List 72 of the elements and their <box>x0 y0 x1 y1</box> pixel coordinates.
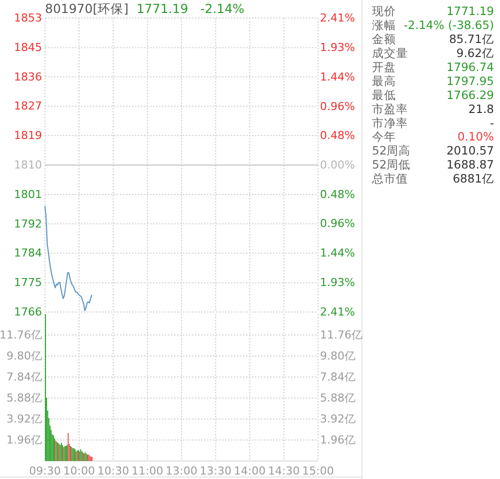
y-tick-label: 9.80亿 <box>6 350 42 362</box>
text: 9.62亿 <box>456 46 494 60</box>
category-label: 总市值 <box>371 172 408 186</box>
category-label: 市盈率 <box>372 102 408 116</box>
y-tick-label: 3.92亿 <box>6 412 42 426</box>
x-tick-label: 15:00 <box>302 464 334 478</box>
category-label: 市净率 <box>372 116 408 130</box>
x-tick-label: 11:00 <box>132 464 164 478</box>
y-tick-label: 1853 <box>14 12 42 24</box>
text: 6881亿 <box>452 172 494 186</box>
y-tick-label: 1836 <box>14 70 42 84</box>
x-tick-label: 10:00 <box>63 464 95 478</box>
y2-tick-label: 0.96% <box>320 100 355 113</box>
y-tick-label: 1845 <box>14 41 42 54</box>
text: 21.8 <box>468 102 494 116</box>
y2-tick-label: 2.41% <box>320 306 355 318</box>
x-tick-label: 14:00 <box>234 464 266 478</box>
category-label: 最低 <box>372 88 396 102</box>
y2-tick-label: 0.96% <box>320 217 355 230</box>
text: - <box>490 116 494 130</box>
text: 1771.19 <box>136 1 188 16</box>
y-tick-label: 1819 <box>14 129 42 142</box>
text: 0.10% <box>457 130 494 144</box>
y2-tick-label: 9.80亿 <box>320 350 356 362</box>
y-tick-label: 1827 <box>14 100 42 113</box>
category-label: 金额 <box>372 32 396 46</box>
x-tick-label: 10:30 <box>97 464 130 478</box>
x-tick-label: 13:30 <box>200 464 232 478</box>
text: 1766.29 <box>446 88 494 102</box>
y2-tick-label: 5.88亿 <box>320 392 356 404</box>
text: 2010.57 <box>446 144 494 158</box>
x-tick-label: 14:30 <box>268 464 300 478</box>
y2-tick-label: 11.76亿 <box>320 328 362 342</box>
y2-tick-label: 0.48% <box>320 129 355 142</box>
category-label: 成交量 <box>372 46 408 60</box>
text: 1796.74 <box>446 60 494 74</box>
y-tick-label: 7.84亿 <box>6 370 42 384</box>
category-label: 52周高 <box>372 144 411 158</box>
category-label: 开盘 <box>372 60 396 74</box>
y2-tick-label: 1.44% <box>320 246 355 260</box>
x-tick-label: 13:00 <box>166 464 198 478</box>
y2-tick-label: 7.84亿 <box>320 370 356 384</box>
y2-tick-label: 1.93% <box>320 40 355 54</box>
y2-tick-label: 2.41% <box>320 12 355 24</box>
category-label: 今年 <box>372 130 396 144</box>
text: 85.71亿 <box>449 32 494 46</box>
y2-tick-label: 0.00% <box>320 158 355 172</box>
category-label: 52周低 <box>372 158 411 172</box>
text: 1797.95 <box>446 74 494 88</box>
category-label: 最高 <box>372 74 396 88</box>
y2-tick-label: 0.48% <box>320 188 355 201</box>
y-tick-label: 1801 <box>14 188 42 201</box>
y-tick-label: 1.96亿 <box>6 434 42 446</box>
text: -2.14% (-38.65) <box>404 18 494 32</box>
y2-tick-label: 3.92亿 <box>320 412 356 426</box>
text: -2.14% <box>200 1 245 16</box>
y-tick-label: 1784 <box>14 246 42 260</box>
y-tick-label: 5.88亿 <box>6 392 42 404</box>
y-tick-label: 11.76亿 <box>0 328 42 342</box>
y2-tick-label: 1.44% <box>320 70 355 84</box>
y2-tick-label: 1.96亿 <box>320 434 356 446</box>
y-tick-label: 1792 <box>14 217 42 230</box>
text: 1771.19 <box>446 4 494 18</box>
chart-title: 801970[环保] <box>45 1 128 16</box>
category-label: 现价 <box>372 4 396 18</box>
y-tick-label: 1810 <box>14 158 42 172</box>
x-tick-label: 09:30 <box>29 464 61 478</box>
text: 1688.87 <box>446 158 494 172</box>
y2-tick-label: 1.93% <box>320 276 355 290</box>
y-tick-label: 1775 <box>14 276 42 290</box>
category-label: 涨幅 <box>372 18 396 32</box>
y-tick-label: 1766 <box>14 306 42 318</box>
